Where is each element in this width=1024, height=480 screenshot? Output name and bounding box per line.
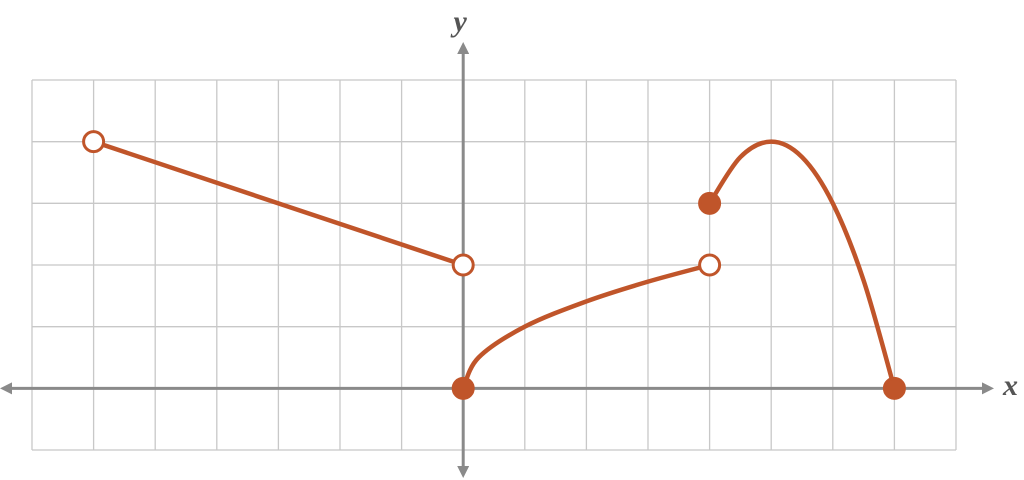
closed-endpoint: [882, 376, 906, 400]
function-curve: [460, 262, 712, 391]
open-endpoint: [698, 253, 722, 277]
y-axis-label: y: [451, 5, 468, 38]
open-endpoint: [82, 130, 106, 154]
open-endpoint: [451, 253, 475, 277]
function-curve: [707, 139, 897, 391]
closed-endpoint: [698, 191, 722, 215]
x-axis-label: x: [1002, 369, 1018, 402]
closed-endpoint: [451, 376, 475, 400]
function-curve: [91, 139, 466, 268]
